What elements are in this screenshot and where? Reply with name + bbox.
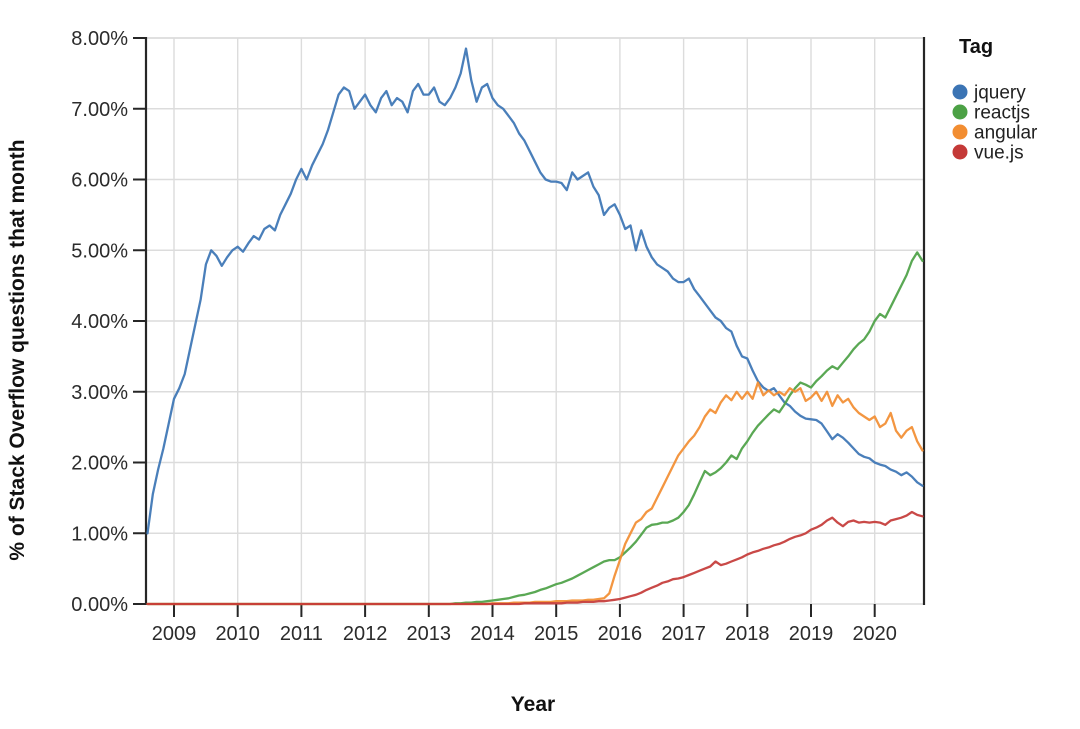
legend-swatch-vue.js: [952, 144, 968, 160]
x-tick-label: 2014: [470, 623, 515, 645]
y-tick-label: 4.00%: [71, 311, 128, 333]
series-line-reactjs: [146, 251, 924, 606]
x-tick-label: 2011: [280, 623, 323, 645]
y-tick-label: 0.00%: [71, 594, 128, 616]
legend-swatch-reactjs: [952, 104, 968, 120]
y-tick-label: 2.00%: [71, 453, 128, 475]
x-tick-label: 2013: [407, 623, 452, 645]
x-tick-label: 2010: [215, 623, 260, 645]
legend-swatch-jquery: [952, 84, 968, 100]
y-tick-label: 6.00%: [71, 170, 128, 192]
y-tick-label: 5.00%: [71, 240, 128, 262]
y-tick-label: 3.00%: [71, 382, 128, 404]
x-tick-label: 2009: [152, 623, 197, 645]
legend-label-reactjs: reactjs: [974, 103, 1030, 124]
legend-title: Tag: [959, 36, 993, 58]
x-tick-label: 2019: [789, 623, 834, 645]
x-tick-label: 2018: [725, 623, 770, 645]
series-line-vue.js: [146, 510, 924, 606]
legend-swatch-angular: [952, 124, 968, 140]
series-line-angular: [146, 381, 924, 606]
legend-label-angular: angular: [974, 123, 1038, 144]
x-tick-label: 2015: [534, 623, 579, 645]
y-tick-label: 8.00%: [71, 28, 128, 50]
x-tick-label: 2012: [343, 623, 388, 645]
y-axis-title: % of Stack Overflow questions that month: [6, 139, 29, 560]
x-tick-label: 2016: [598, 623, 643, 645]
series-line-jquery: [146, 47, 924, 535]
y-tick-label: 1.00%: [71, 523, 128, 545]
x-axis-title: Year: [511, 693, 555, 716]
y-tick-label: 7.00%: [71, 99, 128, 121]
legend-label-jquery: jquery: [973, 83, 1026, 104]
legend-label-vue.js: vue.js: [974, 143, 1024, 164]
x-tick-label: 2017: [661, 623, 706, 645]
x-tick-label: 2020: [852, 623, 897, 645]
